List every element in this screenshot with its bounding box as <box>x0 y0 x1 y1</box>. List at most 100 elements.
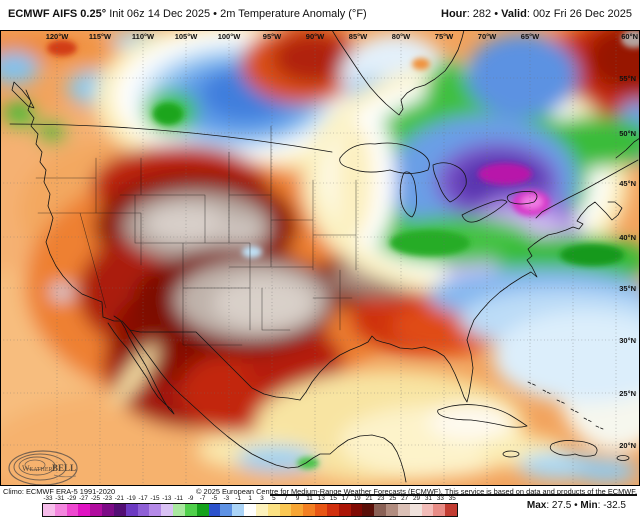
scale-swatch <box>374 504 387 516</box>
scale-swatch <box>90 504 103 516</box>
color-scale: -33 -31 -29 -27 -25 -23 -21 -19 -17 -15 -13 -11 -9 -7… <box>42 495 458 517</box>
scale-tick-label: 33 <box>436 495 444 502</box>
puerto-rico <box>616 455 630 461</box>
lon-label: 105°W <box>175 32 199 41</box>
scale-swatch <box>350 504 363 516</box>
scale-swatch <box>220 504 233 516</box>
scale-swatch <box>43 504 55 516</box>
state-borders <box>35 125 357 346</box>
scale-swatch <box>255 504 268 516</box>
scale-swatch <box>137 504 150 516</box>
lon-label: 85°W <box>349 32 368 41</box>
us-mexico-border <box>102 316 301 401</box>
scale-swatch <box>386 504 398 516</box>
lat-label: 25°N <box>619 389 636 398</box>
scale-tick-label: -23 <box>102 495 112 502</box>
map-title: ECMWF AIFS 0.25° Init 06z 14 Dec 2025 • … <box>8 8 367 20</box>
hour-label: Hour <box>441 8 467 20</box>
lon-label: 80°W <box>392 32 411 41</box>
grid-labels: 120°W 115°W 110°W 105°W 100°W 95°W 90°W … <box>46 32 638 450</box>
scale-swatch <box>102 504 114 516</box>
scale-swatch <box>196 504 209 516</box>
anomaly-map: 120°W 115°W 110°W 105°W 100°W 95°W 90°W … <box>0 17 640 525</box>
scale-swatch <box>397 504 410 516</box>
scale-tick-label: 15 <box>329 495 337 502</box>
scale-tick-label: -9 <box>187 495 194 502</box>
scale-swatch <box>208 504 221 516</box>
lat-label: 20°N <box>619 441 636 450</box>
gulf-atlantic-coastline <box>299 201 623 403</box>
scale-swatch <box>291 504 304 516</box>
footer-bar: Climo: ECMWF ERA-5 1991-2020 © 2025 Euro… <box>0 486 640 525</box>
scale-tick-label: -33 <box>43 495 53 502</box>
scale-swatch <box>303 504 316 516</box>
hour-value: : 282 <box>466 8 495 20</box>
scale-tick-label: -27 <box>79 495 89 502</box>
cuba-coast <box>437 404 528 428</box>
scale-swatch <box>433 504 446 516</box>
header-bar: ECMWF AIFS 0.25° Init 06z 14 Dec 2025 • … <box>0 0 640 30</box>
lake-michigan <box>399 171 417 218</box>
scale-swatch <box>161 504 174 516</box>
scale-tick-label: 7 <box>284 495 288 502</box>
scale-tick-label: 1 <box>248 495 252 502</box>
scale-tick-label: 11 <box>306 495 313 502</box>
weatherbell-logo: Weather BELL <box>8 450 78 486</box>
scale-swatch <box>66 504 79 516</box>
scale-swatch <box>326 504 339 516</box>
product-name: 2m Temperature Anomaly (°F) <box>220 8 367 20</box>
lake-huron <box>432 162 467 203</box>
logo-weather-text: Weather <box>22 464 53 473</box>
scale-swatch <box>113 504 126 516</box>
min-label: Min <box>580 500 598 511</box>
scale-tick-label: 19 <box>353 495 361 502</box>
lon-label: 100°W <box>218 32 242 41</box>
scale-tick-label: -21 <box>114 495 124 502</box>
lat-label: 35°N <box>619 284 636 293</box>
baja-peninsula <box>107 315 175 415</box>
scale-tick-label: -19 <box>126 495 136 502</box>
coastlines-borders <box>9 29 640 483</box>
init-time: Init 06z 14 Dec 2025 • 2m Temperature An… <box>109 8 367 20</box>
scale-swatch <box>184 504 197 516</box>
lat-label: 55°N <box>619 74 636 83</box>
hudson-bay-coast <box>331 29 465 116</box>
lake-erie <box>461 199 508 223</box>
scale-tick-label: -13 <box>162 495 172 502</box>
scale-tick-label: -3 <box>223 495 230 502</box>
scale-tick-label: 5 <box>272 495 276 502</box>
max-value: : 27.5 <box>546 500 575 511</box>
us-canada-border <box>9 123 333 153</box>
forecast-time-info: Hour: 282 • Valid: 00z Fri 26 Dec 2025 <box>441 8 632 20</box>
model-name: ECMWF AIFS 0.25° <box>8 8 107 20</box>
lon-label: 120°W <box>46 32 70 41</box>
scale-swatch <box>267 504 280 516</box>
scale-swatch <box>421 504 434 516</box>
west-coastline <box>25 89 104 318</box>
scale-tick-label: 27 <box>401 495 409 502</box>
valid-label: Valid <box>501 8 527 20</box>
lon-label: 65°W <box>521 32 540 41</box>
hispaniola-coast <box>549 440 598 457</box>
scale-tick-label: -1 <box>235 495 241 502</box>
scale-swatch <box>54 504 67 516</box>
mexico-pacific-coast <box>129 329 407 483</box>
lat-label: 40°N <box>619 233 636 242</box>
anomaly-map-svg: 120°W 115°W 110°W 105°W 100°W 95°W 90°W … <box>0 17 640 525</box>
scale-swatch <box>409 504 422 516</box>
scale-tick-label: 29 <box>413 495 421 502</box>
scale-tick-label: 21 <box>365 495 373 502</box>
logo-bell-text: BELL <box>52 463 76 473</box>
bahamas-islands <box>527 381 604 430</box>
valid-value: : 00z Fri 26 Dec 2025 <box>526 8 632 20</box>
scale-tick-label: -17 <box>138 495 148 502</box>
max-min-readout: Max: 27.5 • Min: -32.5 <box>526 500 626 511</box>
max-label: Max <box>526 500 547 511</box>
scale-tick-label: -5 <box>211 495 218 502</box>
scale-swatch <box>362 504 375 516</box>
vancouver-island <box>11 81 35 109</box>
scale-swatch <box>445 504 457 516</box>
lon-label: 110°W <box>132 32 155 41</box>
scale-tick-label: -31 <box>55 495 65 502</box>
